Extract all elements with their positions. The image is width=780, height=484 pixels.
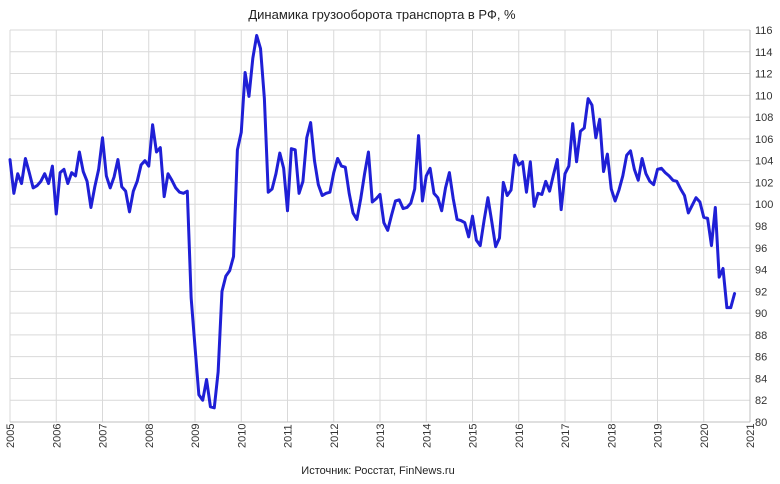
y-tick-label: 112 bbox=[755, 69, 773, 81]
series-layer bbox=[8, 33, 737, 410]
y-tick-label: 92 bbox=[755, 286, 767, 298]
series-line bbox=[8, 33, 737, 410]
grid-lines bbox=[9, 29, 751, 423]
y-tick-label: 98 bbox=[755, 221, 767, 233]
y-tick-label: 80 bbox=[755, 417, 767, 429]
axes bbox=[10, 30, 751, 423]
x-tick-label: 2012 bbox=[329, 424, 341, 448]
y-tick-label: 106 bbox=[755, 134, 773, 146]
x-tick-label: 2017 bbox=[560, 424, 572, 448]
x-tick-label: 2018 bbox=[606, 424, 618, 448]
x-tick-label: 2010 bbox=[236, 424, 248, 448]
y-tick-label: 116 bbox=[755, 25, 773, 37]
y-tick-label: 108 bbox=[755, 112, 773, 124]
x-tick-label: 2013 bbox=[375, 424, 387, 448]
x-tick-label: 2006 bbox=[51, 424, 63, 448]
x-tick-label: 2019 bbox=[653, 424, 665, 448]
source-caption: Источник: Росстат, FinNews.ru bbox=[301, 465, 454, 477]
x-tick-label: 2007 bbox=[98, 424, 110, 448]
chart-title: Динамика грузооборота транспорта в РФ, % bbox=[248, 7, 516, 22]
y-tick-label: 84 bbox=[755, 373, 767, 385]
y-tick-label: 104 bbox=[755, 156, 773, 168]
y-tick-label: 94 bbox=[755, 265, 767, 277]
x-axis-tick-labels: 2005 2006 2007 2008 2009 2010 2011 2012 2013 2014… bbox=[5, 424, 757, 448]
x-tick-label: 2015 bbox=[468, 424, 480, 448]
y-tick-label: 90 bbox=[755, 308, 767, 320]
x-tick-label: 2014 bbox=[421, 424, 433, 448]
x-tick-label: 2021 bbox=[745, 424, 757, 448]
x-tick-label: 2005 bbox=[5, 424, 17, 448]
x-tick-label: 2011 bbox=[283, 424, 295, 448]
y-tick-label: 82 bbox=[755, 395, 767, 407]
y-axis-tick-labels: 80 82 84 86 88 90 92 94 96 98 100 102 104 106 108 110 11… bbox=[755, 25, 773, 429]
y-tick-label: 96 bbox=[755, 243, 767, 255]
x-tick-label: 2020 bbox=[699, 424, 711, 448]
y-tick-label: 88 bbox=[755, 330, 767, 342]
x-tick-label: 2016 bbox=[514, 424, 526, 448]
y-tick-label: 110 bbox=[755, 90, 773, 102]
x-tick-label: 2009 bbox=[190, 424, 202, 448]
y-tick-label: 86 bbox=[755, 352, 767, 364]
x-tick-label: 2008 bbox=[144, 424, 156, 448]
y-tick-label: 100 bbox=[755, 199, 773, 211]
y-tick-label: 114 bbox=[755, 47, 773, 59]
y-tick-label: 102 bbox=[755, 177, 773, 189]
